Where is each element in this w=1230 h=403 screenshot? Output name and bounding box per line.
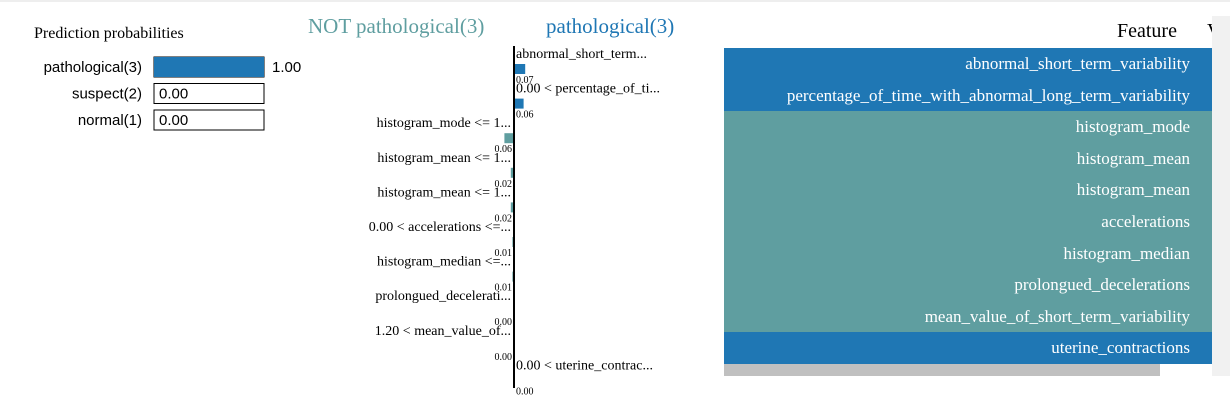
bar [514,64,525,74]
bar [154,57,264,77]
header-feature: Feature [1117,16,1177,46]
table-row: percentage_of_time_with_abnormal_long_te… [724,80,1212,112]
feature-label: 0.00 < accelerations <=... [369,220,511,235]
feature-label: 0.00 < percentage_of_ti... [516,82,660,97]
charts: Prediction probabilities pathological(3) 1… [0,2,724,403]
title-positive: pathological(3) [546,14,674,38]
table-row: histogram_mean [724,143,1212,175]
table-row: uterine_contractions [724,332,1212,364]
category-label: pathological(3) [44,59,142,76]
bar [514,99,524,109]
feature-label: 1.20 < mean_value_of... [375,324,511,339]
table-row: mean_value_of_short_term_variability [724,301,1212,333]
category-label: suspect(2) [72,86,142,103]
feature-label: histogram_median <=... [377,255,511,270]
feature-table: Feature Value abnormal_short_term_variab… [724,16,1212,364]
table-row: histogram_mean [724,174,1212,206]
chart-title: Prediction probabilities [34,25,184,42]
table-header: Feature Value [724,16,1212,48]
title-negative: NOT pathological(3) [308,14,484,38]
table-row: prolongued_decelerations [724,269,1212,301]
header-value: Value [1207,16,1212,46]
scrollbar [1212,16,1230,376]
bar [504,133,514,143]
feature-label: histogram_mean <= 1... [377,151,511,166]
value-label: 0.00 [159,112,188,129]
table-row: histogram_median [724,238,1212,270]
value-label: 0.00 [159,86,188,103]
feature-label: prolongued_decelerati... [375,289,511,304]
category-label: normal(1) [78,112,142,129]
value-label: 1.00 [272,59,301,76]
feature-label: 0.00 < uterine_contrac... [516,358,653,373]
table-row: histogram_mode [724,111,1212,143]
value-label: 0.00 [516,386,534,397]
table-row: abnormal_short_term_variability [724,48,1212,80]
table-row: accelerations [724,206,1212,238]
value-label: 0.06 [516,110,534,121]
feature-label: histogram_mode <= 1... [377,116,511,131]
feature-label: abnormal_short_term... [516,47,647,62]
value-label: 0.00 [495,352,513,363]
feature-label: histogram_mean <= 1... [377,185,511,200]
